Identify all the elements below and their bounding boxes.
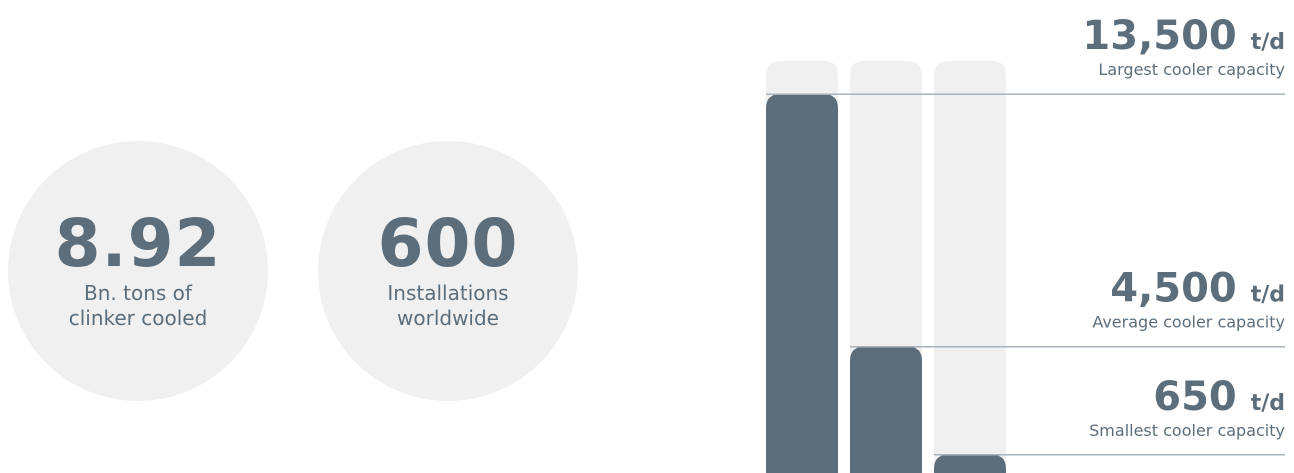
- bar: [766, 94, 838, 473]
- stat-caption-line: clinker cooled: [68, 306, 208, 330]
- capacity-label: Largest cooler capacity: [1098, 60, 1285, 79]
- stat-caption-line: Bn. tons of: [84, 281, 192, 305]
- stat-caption: Installations worldwide: [348, 281, 548, 331]
- stat-value: 8.92: [54, 205, 222, 282]
- stat-circle-installations: 600 Installations worldwide: [318, 141, 578, 401]
- capacity-value: 4,500 t/d: [1110, 266, 1285, 312]
- stat-circle-clinker: 8.92 Bn. tons of clinker cooled: [8, 141, 268, 401]
- bar-track: [934, 61, 1006, 473]
- capacity-unit: t/d: [1251, 30, 1285, 55]
- stat-value: 600: [377, 205, 519, 282]
- bar: [934, 454, 1006, 473]
- capacity-label: Average cooler capacity: [1092, 313, 1285, 332]
- stat-caption: Bn. tons of clinker cooled: [38, 281, 238, 331]
- bar: [850, 346, 922, 473]
- stat-caption-line: worldwide: [397, 306, 499, 330]
- capacity-unit: t/d: [1251, 391, 1285, 416]
- capacity-value: 13,500 t/d: [1082, 13, 1285, 59]
- capacity-unit: t/d: [1251, 283, 1285, 308]
- capacity-value: 650 t/d: [1153, 374, 1285, 420]
- stat-caption-line: Installations: [387, 281, 509, 305]
- capacity-label: Smallest cooler capacity: [1089, 421, 1285, 440]
